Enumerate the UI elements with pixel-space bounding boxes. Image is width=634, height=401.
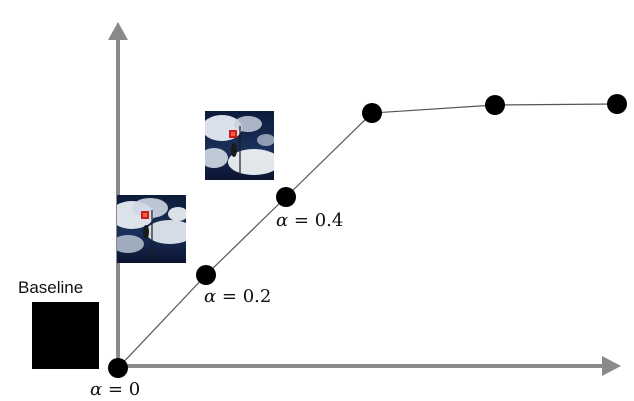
equals-sign: =	[222, 286, 243, 307]
equals-sign: =	[294, 210, 315, 231]
alpha-label-0.2: α = 0.2	[204, 286, 271, 307]
alpha-label-0: α = 0	[90, 379, 140, 400]
alpha-symbol: α	[90, 379, 102, 400]
y-axis-arrowhead	[108, 22, 128, 40]
alpha-symbol: α	[276, 210, 288, 231]
alpha-label-0.4: α = 0.4	[276, 210, 343, 231]
curve-line	[117, 103, 618, 369]
point-6	[607, 94, 627, 114]
cloud-image-alpha-0.2	[117, 195, 186, 263]
baseline-label: Baseline	[18, 278, 83, 297]
point-alpha-0.4	[276, 187, 296, 207]
alpha-value: 0	[129, 379, 140, 400]
alpha-value: 0.2	[243, 286, 272, 307]
curve-points	[108, 94, 627, 378]
point-5	[485, 95, 505, 115]
equals-sign: =	[108, 379, 129, 400]
point-alpha-0.2	[196, 265, 216, 285]
point-alpha-0	[108, 358, 128, 378]
cloud-image-alpha-0.4	[205, 111, 274, 180]
alpha-value: 0.4	[315, 210, 344, 231]
alpha-symbol: α	[204, 286, 216, 307]
x-axis-arrowhead	[602, 356, 621, 376]
baseline-image	[32, 302, 99, 369]
point-4	[362, 103, 382, 123]
